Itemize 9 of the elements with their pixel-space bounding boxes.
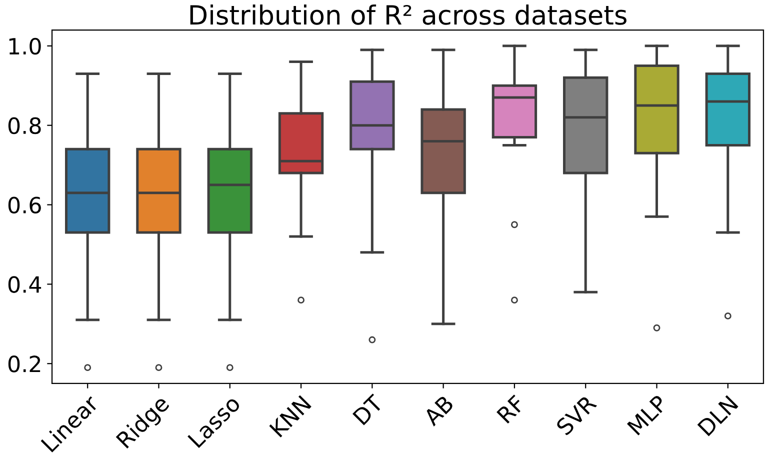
x-tick-label: AB (422, 394, 454, 427)
y-tick-label: 0.2 (8, 356, 40, 372)
y-tick-label: 0.4 (8, 276, 42, 293)
y-tick-label: 0.6 (8, 196, 41, 214)
chart-title: Distribution of R² across datasets (190, 4, 626, 25)
x-tick-label: DT (352, 394, 384, 426)
x-tick-label: RF (496, 394, 526, 424)
y-tick-label: 1.0 (9, 38, 41, 55)
y-tick-label: 0.8 (8, 117, 41, 134)
